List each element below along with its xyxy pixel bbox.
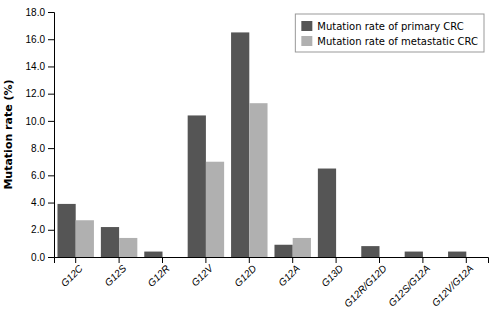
y-tick-mark <box>48 66 54 67</box>
y-tick-label: 18.0 <box>26 7 46 18</box>
x-tick-label: G12R/G12D <box>342 263 389 310</box>
legend-label: Mutation rate of primary CRC <box>317 21 463 32</box>
bars <box>57 32 466 257</box>
x-tick-label: G12D <box>232 263 258 289</box>
y-axis-line <box>48 13 55 258</box>
y-tick-label: 0.0 <box>31 252 45 263</box>
x-tick-mark <box>75 257 76 263</box>
x-tick-label: G13D <box>319 263 345 289</box>
bar-series <box>76 103 311 257</box>
y-tick-label: 12.0 <box>26 88 46 99</box>
bar <box>405 252 423 257</box>
x-axis-line <box>55 258 489 264</box>
bar <box>57 204 75 257</box>
x-tick-label: G12A <box>276 262 302 288</box>
x-tick: G12R <box>145 257 171 289</box>
x-tick-mark <box>336 257 337 263</box>
y-tick-label: 14.0 <box>26 61 46 72</box>
y-tick-label: 2.0 <box>31 224 45 235</box>
plot: 0.0 2.0 4.0 6.0 8.0 10.0 12.0 14.0 16.0 18.0 G12C G… <box>2 7 489 310</box>
bar <box>274 245 292 257</box>
x-tick-label: G12V <box>189 262 216 289</box>
x-tick-mark <box>422 257 423 263</box>
bar <box>380 257 398 258</box>
legend-label: Mutation rate of metastatic CRC <box>317 36 478 47</box>
y-tick-mark <box>48 257 54 258</box>
y-tick-label: 10.0 <box>26 116 46 127</box>
bar <box>101 227 119 257</box>
y-tick: 4.0 <box>31 197 54 208</box>
y-tick: 14.0 <box>26 61 54 72</box>
bar-series <box>57 32 466 257</box>
x-tick-label: G12R <box>145 263 171 289</box>
x-tick: G12S <box>102 257 128 289</box>
y-tick-mark <box>48 230 54 231</box>
y-tick: 12.0 <box>26 88 54 99</box>
bar <box>448 252 466 257</box>
y-tick-label: 16.0 <box>26 34 46 45</box>
x-tick-label: G12V/G12A <box>430 262 476 308</box>
y-tick-label: 8.0 <box>31 143 45 154</box>
x-tick: G12A <box>276 257 302 289</box>
legend-item: Mutation rate of metastatic CRC <box>301 36 478 47</box>
y-axis-title: Mutation rate (%) <box>2 79 15 189</box>
x-axis: G12CG12SG12RG12VG12DG12AG13DG12R/G12DG12… <box>55 257 489 309</box>
bar <box>361 246 379 257</box>
x-tick-mark <box>119 257 120 263</box>
bar <box>293 238 311 257</box>
y-tick: 8.0 <box>31 143 54 154</box>
legend-item: Mutation rate of primary CRC <box>301 21 463 32</box>
y-tick: 2.0 <box>31 224 54 235</box>
legend: Mutation rate of primary CRC Mutation rat… <box>295 14 484 52</box>
y-tick: 10.0 <box>26 116 54 127</box>
y-tick-mark <box>48 94 54 95</box>
y-tick: 18.0 <box>26 7 54 18</box>
x-tick: G13D <box>319 257 345 289</box>
legend-frame <box>295 14 484 52</box>
bar <box>231 32 249 257</box>
bar <box>144 252 162 257</box>
bar <box>119 238 137 257</box>
x-tick-mark <box>466 257 467 263</box>
x-tick-mark <box>162 257 163 263</box>
x-tick-mark <box>379 257 380 263</box>
x-tick-label: G12C <box>59 262 86 289</box>
x-tick: G12R/G12D <box>342 257 389 309</box>
y-tick-mark <box>48 203 54 204</box>
bar <box>423 257 441 258</box>
x-tick-mark <box>292 257 293 263</box>
bar <box>206 162 224 257</box>
bar <box>249 103 267 257</box>
y-tick: 0.0 <box>31 252 54 263</box>
x-tick: G12C <box>59 257 86 289</box>
bar <box>336 257 354 258</box>
x-tick: G12V <box>189 257 216 289</box>
y-tick: 16.0 <box>26 34 54 45</box>
x-tick: G12D <box>232 257 258 289</box>
bar <box>163 257 181 258</box>
x-tick-mark <box>249 257 250 263</box>
x-tick-mark <box>205 257 206 263</box>
bar <box>188 115 206 257</box>
y-tick-mark <box>48 121 54 122</box>
x-tick-label: G12S <box>102 262 128 288</box>
bar <box>318 169 336 257</box>
x-tick-label: G12S/G12A <box>386 262 432 308</box>
y-tick-label: 4.0 <box>31 197 45 208</box>
y-tick-mark <box>48 175 54 176</box>
bar <box>466 257 484 258</box>
y-axis: 0.0 2.0 4.0 6.0 8.0 10.0 12.0 14.0 16.0 18.0 <box>26 7 55 263</box>
y-tick-mark <box>48 148 54 149</box>
y-tick-mark <box>48 12 54 13</box>
chart: 0.0 2.0 4.0 6.0 8.0 10.0 12.0 14.0 16.0 18.0 G12C G… <box>0 0 500 331</box>
legend-swatch <box>301 21 312 31</box>
y-tick-mark <box>48 39 54 40</box>
y-tick-label: 6.0 <box>31 170 45 181</box>
legend-swatch <box>301 36 312 46</box>
x-tick: G12V/G12A <box>430 257 476 309</box>
x-tick: G12S/G12A <box>386 257 432 309</box>
bar <box>76 220 94 257</box>
y-tick: 6.0 <box>31 170 54 181</box>
